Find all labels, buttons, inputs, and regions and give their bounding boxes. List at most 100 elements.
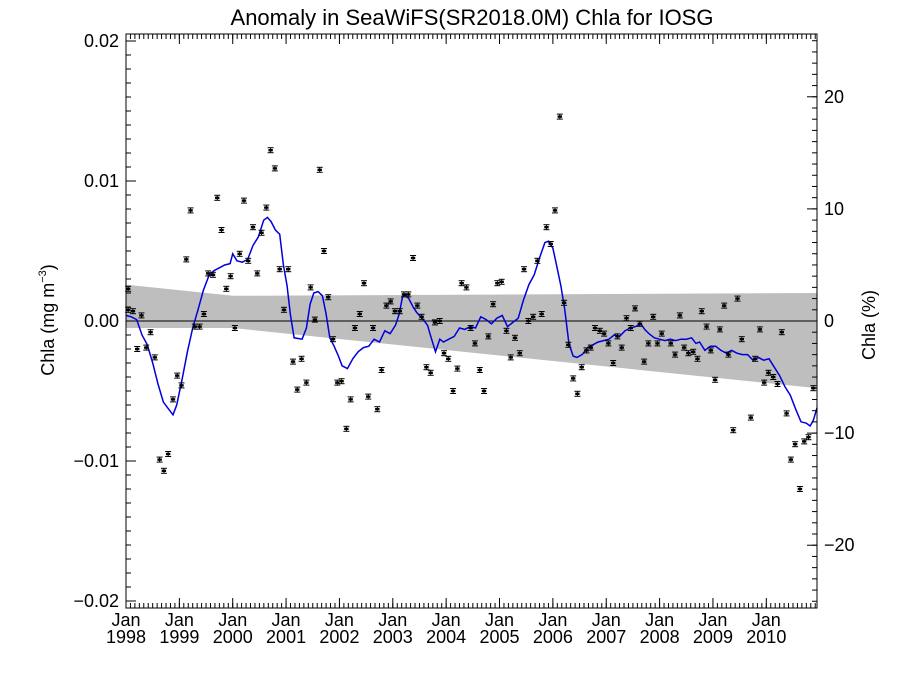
error-bar-point (601, 330, 608, 337)
error-bar-point (351, 325, 358, 331)
error-bar-marker (348, 398, 353, 401)
error-bar-marker (757, 328, 763, 331)
error-bar-marker (486, 335, 491, 338)
error-bar-marker (152, 356, 158, 359)
error-bar-marker (659, 332, 664, 335)
error-bar-marker (148, 331, 153, 334)
error-bar-point (716, 326, 723, 333)
error-bar-marker (441, 352, 447, 355)
error-bar-marker (477, 368, 482, 372)
error-bar-point (521, 266, 528, 273)
error-bar-marker (806, 436, 811, 439)
error-bar-marker (428, 371, 433, 374)
error-bar-marker (432, 321, 438, 324)
error-bar-point (245, 257, 252, 264)
error-bar-point (316, 166, 323, 173)
error-bar-marker (619, 346, 624, 349)
error-bar-point (787, 456, 794, 463)
error-bar-marker (455, 367, 460, 370)
error-bar-marker (606, 342, 611, 345)
error-bar-marker (752, 357, 758, 360)
x-tick-label-year: 2000 (213, 627, 253, 647)
error-bar-point (223, 285, 230, 292)
chart-title: Anomaly in SeaWiFS(SR2018.0M) Chla for I… (231, 5, 714, 30)
error-bar-marker (691, 350, 696, 353)
error-bar-marker (175, 374, 180, 377)
error-bar-marker (592, 326, 598, 330)
x-tick-label-year: 2002 (319, 627, 359, 647)
error-bar-point (165, 451, 172, 457)
error-bar-marker (197, 325, 202, 328)
error-bar-marker (615, 335, 620, 338)
y-left-tick-label: 0.02 (84, 31, 119, 51)
error-bar-marker (410, 256, 416, 260)
error-bar-point (271, 165, 278, 172)
x-tick-label-year: 2008 (640, 627, 680, 647)
x-tick-label-month: Jan (272, 610, 301, 630)
error-bar-point (685, 350, 692, 357)
error-bar-point (374, 406, 381, 413)
error-bar-point (721, 302, 728, 309)
error-bar-marker (712, 378, 718, 381)
error-bar-marker (468, 326, 473, 330)
error-bar-point (774, 381, 781, 387)
error-bar-marker (535, 259, 540, 262)
error-bar-point (725, 351, 732, 358)
error-bar-point (231, 325, 238, 331)
error-bar-marker (384, 304, 389, 307)
x-tick-label-month: Jan (111, 610, 140, 630)
error-bar-marker (170, 398, 176, 401)
error-bar-marker (397, 310, 402, 313)
error-bar-marker (232, 326, 238, 330)
x-tick-label-month: Jan (698, 610, 727, 630)
error-bar-point (641, 358, 648, 365)
error-bar-point (610, 360, 617, 366)
error-bar-marker (539, 312, 544, 316)
error-bar-point (441, 350, 448, 357)
error-bar-point (387, 298, 394, 305)
error-bar-marker (579, 366, 584, 369)
uncertainty-band (126, 284, 817, 389)
error-bar-marker (646, 342, 651, 345)
error-bar-marker (135, 347, 140, 351)
error-bar-point (632, 305, 639, 312)
x-tick-label-year: 2003 (373, 627, 413, 647)
error-bar-marker (508, 356, 513, 359)
error-bar-point (405, 291, 412, 298)
error-bar-marker (464, 286, 469, 289)
y-axis-label-left-text: Chla (mg m (38, 283, 58, 376)
error-bar-marker (548, 242, 553, 246)
error-bar-point (552, 207, 559, 214)
error-bar-marker (437, 319, 442, 323)
error-bar-point (796, 486, 803, 492)
error-bar-marker (255, 272, 260, 275)
error-bar-marker (481, 389, 487, 393)
error-bar-point (756, 326, 763, 333)
error-bar-marker (784, 412, 789, 415)
error-bar-marker (641, 360, 647, 363)
error-bar-point (178, 382, 185, 389)
error-bar-marker (561, 301, 567, 304)
error-bar-marker (459, 282, 464, 285)
x-tick-label-year: 2009 (693, 627, 733, 647)
error-bar-marker (557, 115, 563, 118)
error-bar-marker (499, 280, 504, 283)
error-bar-marker (490, 303, 496, 306)
y-right-tick-label: −20 (824, 535, 855, 555)
error-bar-marker (628, 326, 633, 330)
series-line-0 (125, 216, 818, 428)
error-bar-point (618, 344, 625, 351)
error-bar-marker (637, 322, 643, 325)
error-bar-marker (335, 381, 340, 384)
y-left-tick-label: −0.02 (73, 591, 119, 611)
error-bar-marker (450, 389, 456, 393)
error-bar-point (214, 194, 221, 201)
error-bar-marker (686, 352, 691, 355)
error-bar-point (592, 325, 599, 331)
error-bar-marker (495, 282, 500, 285)
error-bar-marker (201, 312, 207, 316)
error-bar-point (129, 308, 136, 315)
error-bar-marker (735, 297, 740, 300)
error-bar-marker (721, 304, 727, 307)
error-bar-point (645, 340, 652, 347)
